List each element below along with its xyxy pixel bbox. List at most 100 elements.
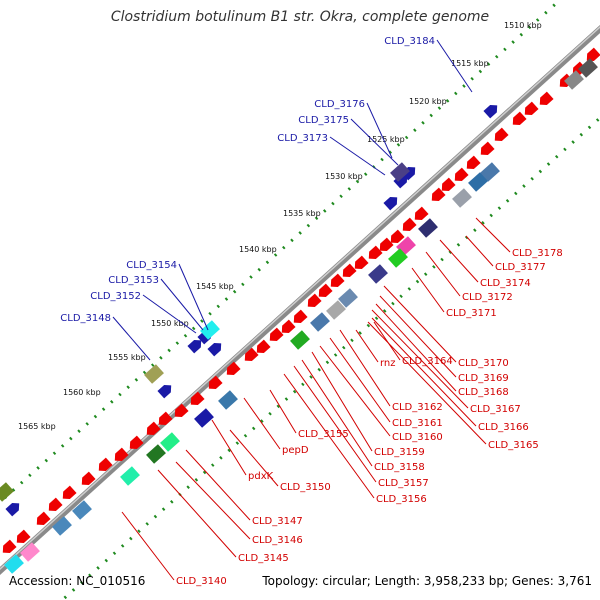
gene-label-text: CLD_3145 <box>238 553 289 564</box>
reverse-gene-arrow <box>158 411 173 426</box>
reverse-gene-arrow <box>480 141 495 156</box>
gene-label-CLD_3155[interactable]: CLD_3155 <box>269 389 349 440</box>
gene-label-CLD_3162[interactable]: CLD_3162 <box>339 329 443 413</box>
gene-domain-block <box>120 466 140 486</box>
gene-label-CLD_3148[interactable]: CLD_3148 <box>60 313 151 361</box>
gene-label-CLD_3154[interactable]: CLD_3154 <box>126 260 209 331</box>
gene-label-CLD_3161[interactable]: CLD_3161 <box>329 337 443 429</box>
gene-label-rnz[interactable]: rnz <box>355 329 396 369</box>
gene-label-CLD_3164[interactable]: CLD_3164 <box>373 321 453 367</box>
gene-label-text: CLD_3164 <box>402 356 453 367</box>
reverse-gene-arrow <box>539 91 554 106</box>
reverse-gene-arrow <box>244 347 259 362</box>
gene-label-text: CLD_3168 <box>458 387 509 398</box>
reverse-gene-arrow <box>208 375 223 390</box>
forward-gene-arrow <box>157 384 172 399</box>
gene-label-CLD_3159[interactable]: CLD_3159 <box>311 351 425 458</box>
reverse-gene-arrow <box>379 237 394 252</box>
gene-label-pdxK[interactable]: pdxK <box>211 419 274 482</box>
gene-domain-block <box>4 554 24 574</box>
gene-label-CLD_3169[interactable]: CLD_3169 <box>379 295 509 384</box>
gene-domain-block <box>578 58 598 78</box>
gene-label-CLD_3184[interactable]: CLD_3184 <box>384 36 473 93</box>
ruler-tick-label: 1525 kbp <box>367 135 405 144</box>
reverse-gene-arrow <box>524 101 539 116</box>
gene-label-CLD_3145[interactable]: CLD_3145 <box>157 469 289 564</box>
genome-backbone <box>0 24 600 576</box>
reverse-gene-arrow <box>293 309 308 324</box>
gene-domain-block <box>452 188 472 208</box>
gene-label-CLD_3176[interactable]: CLD_3176 <box>314 99 393 159</box>
reverse-gene-arrow <box>2 539 17 554</box>
gene-label-CLD_3174[interactable]: CLD_3174 <box>439 239 531 289</box>
gene-label-CLD_3171[interactable]: CLD_3171 <box>411 267 497 319</box>
reverse-gene-arrow <box>441 177 456 192</box>
gene-label-text: CLD_3169 <box>458 373 509 384</box>
gene-label-CLD_3156[interactable]: CLD_3156 <box>283 373 427 505</box>
reverse-gene-arrow <box>281 319 296 334</box>
genome-title: Clostridium botulinum B1 str. Okra, comp… <box>110 9 490 25</box>
forward-gene-arrow <box>383 196 398 211</box>
gene-label-text: CLD_3140 <box>176 576 227 587</box>
forward-gene-arrow <box>207 342 222 357</box>
reverse-gene-arrow <box>146 421 161 436</box>
forward-gene-arrow <box>5 502 20 517</box>
gene-label-CLD_3178[interactable]: CLD_3178 <box>475 217 563 259</box>
gene-label-CLD_3166[interactable]: CLD_3166 <box>371 317 529 433</box>
gene-domain-block <box>326 300 346 320</box>
gene-label-CLD_3158[interactable]: CLD_3158 <box>301 359 425 473</box>
gene-label-text: CLD_3175 <box>298 115 349 126</box>
gene-label-CLD_3168[interactable]: CLD_3168 <box>375 303 509 398</box>
gene-label-text: CLD_3165 <box>488 440 539 451</box>
gene-label-CLD_3175[interactable]: CLD_3175 <box>298 115 399 166</box>
reverse-gene-arrow <box>48 497 63 512</box>
ruler-tick-label: 1545 kbp <box>196 282 234 291</box>
gene-label-text: CLD_3160 <box>392 432 443 443</box>
gene-label-CLD_3146[interactable]: CLD_3146 <box>175 461 303 546</box>
outer-dotted-track <box>0 0 562 505</box>
reverse-gene-arrow <box>368 245 383 260</box>
gene-label-text: CLD_3157 <box>378 478 429 489</box>
reverse-gene-arrow <box>431 187 446 202</box>
gene-label-CLD_3140[interactable]: CLD_3140 <box>121 511 227 587</box>
gene-label-CLD_3173[interactable]: CLD_3173 <box>277 133 386 176</box>
gene-domain-block <box>368 264 388 284</box>
gene-label-CLD_3170[interactable]: CLD_3170 <box>383 285 509 369</box>
reverse-gene-arrow <box>269 327 284 342</box>
gene-label-text: CLD_3170 <box>458 358 509 369</box>
ruler-tick-label: 1535 kbp <box>283 209 321 218</box>
gene-label-CLD_3157[interactable]: CLD_3157 <box>293 365 429 489</box>
reverse-gene-arrow <box>342 263 357 278</box>
ruler-tick-label: 1555 kbp <box>108 353 146 362</box>
gene-label-text: CLD_3178 <box>512 248 563 259</box>
ruler-tick-label: 1560 kbp <box>63 388 101 397</box>
gene-label-CLD_3152[interactable]: CLD_3152 <box>90 291 197 334</box>
gene-label-CLD_3172[interactable]: CLD_3172 <box>425 251 513 303</box>
gene-label-CLD_3153[interactable]: CLD_3153 <box>108 275 204 331</box>
ruler-tick-label: 1565 kbp <box>18 422 56 431</box>
reverse-gene-arrow <box>512 111 527 126</box>
gene-label-text: CLD_3176 <box>314 99 365 110</box>
reverse-gene-arrow <box>174 403 189 418</box>
gene-domain-block <box>72 500 92 520</box>
gene-domain-block <box>0 482 14 502</box>
reverse-gene-arrow <box>307 293 322 308</box>
gene-label-pepD[interactable]: pepD <box>243 397 309 456</box>
gene-label-CLD_3147[interactable]: CLD_3147 <box>185 449 303 527</box>
gene-domain-block <box>200 320 220 340</box>
gene-label-text: CLD_3172 <box>462 292 513 303</box>
gene-label-CLD_3160[interactable]: CLD_3160 <box>319 345 443 443</box>
reverse-gene-arrow <box>318 283 333 298</box>
ruler-tick-label: 1515 kbp <box>451 59 489 68</box>
genome-summary-text: Topology: circular; Length: 3,958,233 bp… <box>262 574 592 588</box>
reverse-gene-arrow <box>330 273 345 288</box>
reverse-gene-arrow <box>466 155 481 170</box>
gene-label-CLD_3177[interactable]: CLD_3177 <box>465 235 546 273</box>
reverse-gene-arrow <box>129 435 144 450</box>
gene-label-CLD_3167[interactable]: CLD_3167 <box>371 309 521 415</box>
gene-label-CLD_3150[interactable]: CLD_3150 <box>229 429 331 493</box>
gene-label-text: pepD <box>282 445 309 456</box>
gene-domain-block <box>144 364 164 384</box>
reverse-gene-arrow <box>98 457 113 472</box>
feature-layer <box>0 47 600 574</box>
